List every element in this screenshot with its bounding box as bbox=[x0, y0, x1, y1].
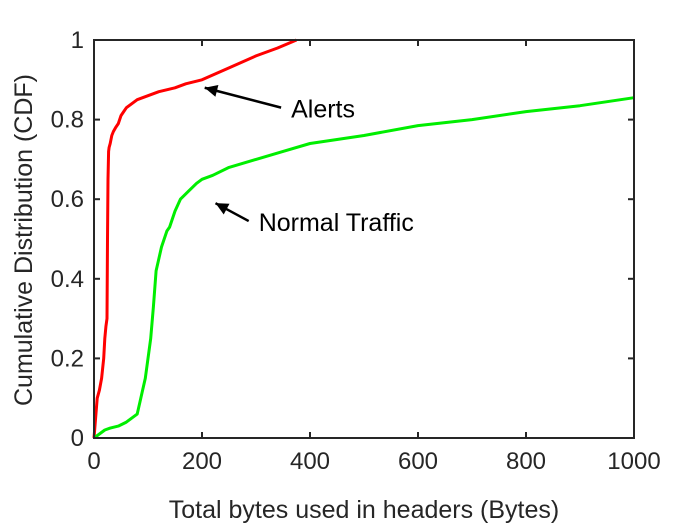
ticks-layer: 0 200 400 600 800 1000 0 0.2 0.4 0.6 0.8 1 bbox=[51, 27, 661, 475]
x-tick-label: 0 bbox=[87, 448, 100, 475]
annotation-arrow-shaft bbox=[204, 86, 282, 109]
series-layer bbox=[92, 38, 635, 440]
plot-frame bbox=[93, 39, 635, 439]
x-tick-label: 1000 bbox=[607, 448, 660, 475]
y-tick-label: 0.8 bbox=[51, 107, 84, 134]
y-axis-label: Cumulative Distribution (CDF) bbox=[10, 74, 38, 406]
y-tick-label: 0.2 bbox=[51, 345, 84, 372]
x-tick-label: 400 bbox=[290, 448, 330, 475]
y-tick-label: 0 bbox=[71, 425, 84, 452]
x-tick-label: 800 bbox=[506, 448, 546, 475]
x-tick-label: 600 bbox=[398, 448, 438, 475]
annotation-label: Alerts bbox=[291, 96, 355, 124]
series-line-0 bbox=[92, 38, 298, 439]
y-tick-label: 0.4 bbox=[51, 266, 84, 293]
y-tick-label: 0.6 bbox=[51, 186, 84, 213]
annotation-label: Normal Traffic bbox=[259, 209, 414, 237]
x-axis-label: Total bytes used in headers (Bytes) bbox=[169, 496, 559, 524]
annotation-arrow-head bbox=[215, 203, 230, 215]
annotations-layer: Alerts Normal Traffic bbox=[204, 85, 414, 237]
annotation-arrow-head bbox=[204, 85, 219, 97]
series-line-1 bbox=[93, 96, 635, 440]
x-tick-label: 200 bbox=[182, 448, 222, 475]
y-tick-label: 1 bbox=[71, 27, 84, 54]
